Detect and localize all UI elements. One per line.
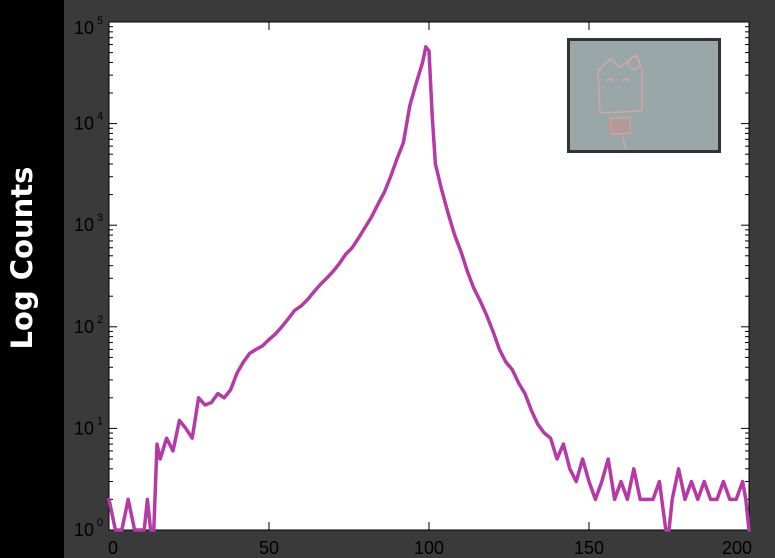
axis-ticks <box>108 21 750 531</box>
x-tick-label: 200 <box>722 538 752 558</box>
y-axis-label: Log Counts <box>5 166 39 350</box>
y-tick-label: 10 <box>74 215 94 235</box>
x-tick-label: 50 <box>259 538 279 558</box>
x-tick-label: 150 <box>574 538 604 558</box>
y-tick-label: 10 <box>74 114 94 134</box>
hello-kitty-icon <box>570 41 718 150</box>
y-tick-exponent: 3 <box>97 212 103 224</box>
series-line <box>107 45 751 532</box>
y-tick-exponent: 5 <box>97 15 103 27</box>
y-tick-label: 10 <box>74 520 94 540</box>
y-tick-exponent: 0 <box>97 517 103 529</box>
y-tick-label: 10 <box>74 418 94 438</box>
inset-image-hello-kitty-photo <box>567 38 721 153</box>
y-tick-exponent: 4 <box>97 111 103 123</box>
y-tick-exponent: 2 <box>97 314 103 326</box>
x-tick-labels: 0 50 100 150 200 <box>108 538 752 558</box>
x-tick-label: 100 <box>414 538 444 558</box>
x-tick-label: 0 <box>108 538 118 558</box>
y-tick-label: 10 <box>74 317 94 337</box>
y-tick-label: 10 <box>74 18 94 38</box>
y-tick-exponent: 1 <box>97 415 103 427</box>
